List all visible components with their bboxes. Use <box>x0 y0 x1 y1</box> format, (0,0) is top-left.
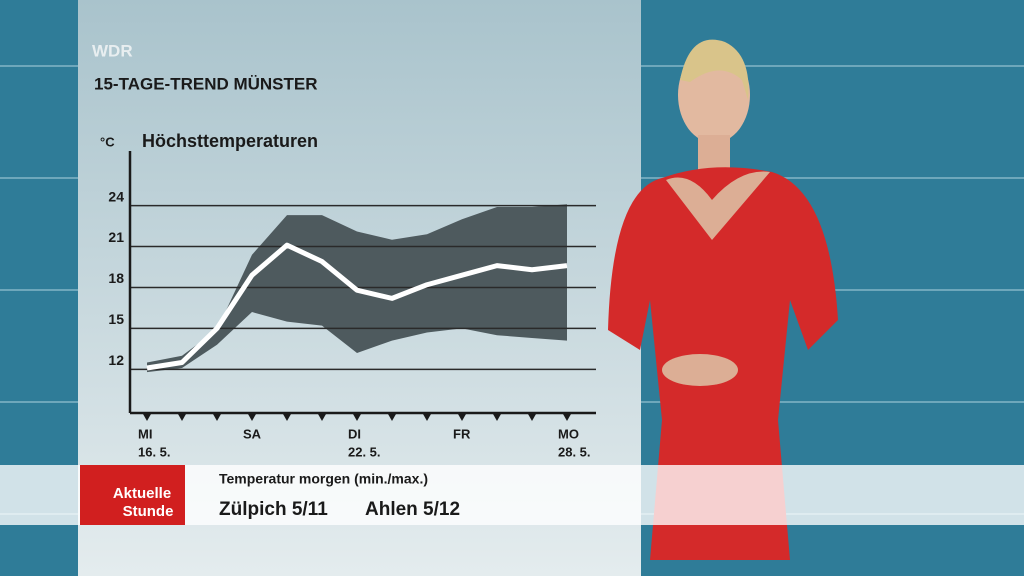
x-tick <box>528 414 536 421</box>
y-tick-label: 21 <box>108 229 124 245</box>
x-tick-date: 16. 5. <box>138 444 171 459</box>
chart: 12 15 18 21 24 MI 16. 5. SA DI 22. 5. FR MO 28. 5. <box>108 151 596 459</box>
y-tick-label: 12 <box>108 352 124 368</box>
chart-title: Höchsttemperaturen <box>142 131 318 151</box>
y-tick-label: 18 <box>108 270 124 286</box>
x-tick-label: MI <box>138 426 152 441</box>
x-tick <box>458 414 466 421</box>
y-tick-label: 24 <box>108 188 124 204</box>
x-tick <box>353 414 361 421</box>
y-tick-label: 15 <box>108 311 124 327</box>
x-tick <box>388 414 396 421</box>
x-tick <box>563 414 571 421</box>
x-tick-label: FR <box>453 426 471 441</box>
x-tick-date: 22. 5. <box>348 444 381 459</box>
x-tick-label: MO <box>558 426 579 441</box>
ticker-item: Ahlen 5/12 <box>365 499 460 520</box>
channel-logo: WDR <box>92 41 133 60</box>
x-tick-label: SA <box>243 426 262 441</box>
x-tick <box>143 414 151 421</box>
ticker-caption: Temperatur morgen (min./max.) <box>219 471 428 487</box>
x-tick <box>423 414 431 421</box>
x-tick <box>178 414 186 421</box>
x-tick <box>248 414 256 421</box>
presenter <box>608 39 838 560</box>
x-tick <box>283 414 291 421</box>
ticker-logo-box <box>80 465 185 525</box>
x-tick <box>493 414 501 421</box>
ticker-logo: Stunde <box>123 503 174 520</box>
x-tick <box>213 414 221 421</box>
y-unit: °C <box>100 134 115 149</box>
trend-line <box>146 242 568 371</box>
heading: 15-TAGE-TREND MÜNSTER <box>94 74 318 93</box>
x-tick-label: DI <box>348 426 361 441</box>
x-tick-date: 28. 5. <box>558 444 591 459</box>
ticker-logo: Aktuelle <box>113 485 171 502</box>
x-tick <box>318 414 326 421</box>
ticker-item: Zülpich 5/11 <box>219 499 328 520</box>
